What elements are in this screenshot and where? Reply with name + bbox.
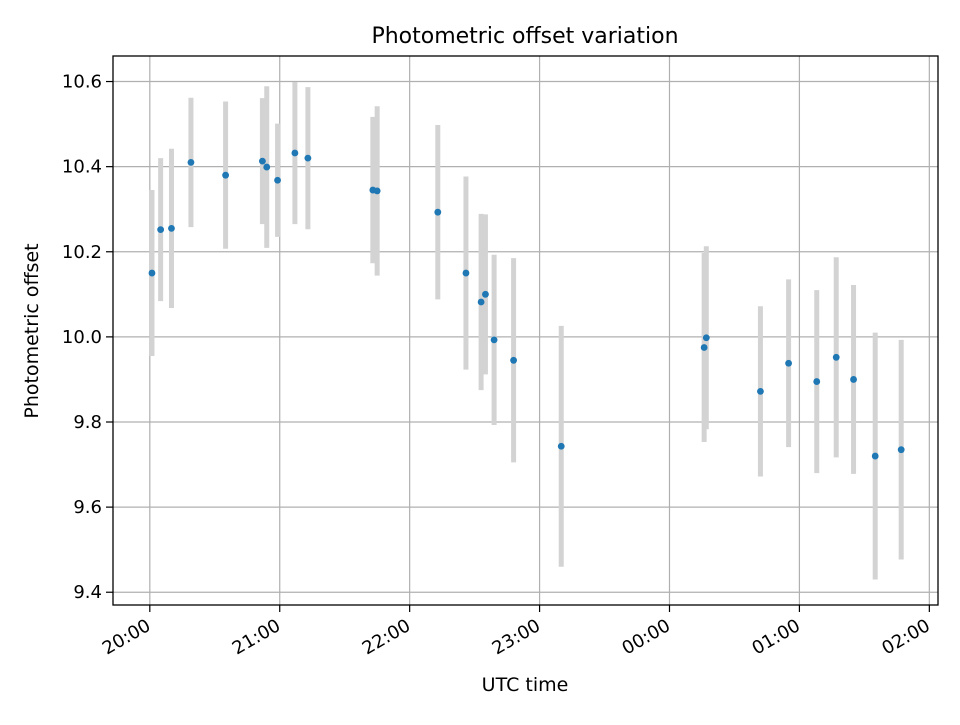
data-point bbox=[373, 187, 381, 195]
x-tick-label: 23:00 bbox=[489, 615, 544, 659]
data-point bbox=[263, 163, 271, 171]
data-point bbox=[871, 452, 879, 460]
x-tick-label: 21:00 bbox=[229, 615, 284, 659]
data-point bbox=[462, 269, 470, 277]
data-point bbox=[259, 157, 266, 165]
data-point bbox=[477, 298, 485, 306]
data-point bbox=[510, 356, 517, 364]
data-point bbox=[168, 224, 175, 232]
data-point bbox=[157, 226, 165, 234]
data-point bbox=[291, 149, 299, 157]
data-point bbox=[702, 334, 710, 342]
grid-lines bbox=[113, 56, 938, 605]
data-point bbox=[785, 359, 792, 367]
data-point bbox=[434, 208, 442, 216]
data-point bbox=[490, 336, 498, 344]
plot-area-frame bbox=[112, 55, 939, 606]
y-tick-label: 9.6 bbox=[73, 497, 102, 518]
data-point bbox=[274, 176, 281, 184]
data-point bbox=[557, 442, 565, 450]
y-tick-label: 9.4 bbox=[73, 582, 102, 603]
data-point bbox=[187, 158, 195, 166]
data-point bbox=[148, 269, 156, 277]
x-tick-label: 22:00 bbox=[359, 615, 414, 659]
y-tick-label: 10.2 bbox=[62, 242, 102, 263]
error-bars bbox=[149, 81, 904, 580]
data-point bbox=[700, 344, 708, 351]
data-point bbox=[304, 154, 312, 162]
data-point bbox=[897, 446, 905, 454]
data-point bbox=[757, 387, 764, 395]
x-tick-label: 02:00 bbox=[878, 615, 933, 659]
chart-title: Photometric offset variation bbox=[371, 24, 678, 49]
data-point bbox=[482, 290, 489, 298]
data-point bbox=[832, 353, 840, 361]
y-tick-label: 10.0 bbox=[62, 327, 102, 348]
y-axis-label: Photometric offset bbox=[21, 243, 43, 418]
y-tick-label: 9.8 bbox=[73, 412, 102, 433]
y-tick-label: 10.6 bbox=[62, 72, 102, 93]
y-tick-label: 10.4 bbox=[62, 157, 102, 178]
x-axis-label: UTC time bbox=[482, 674, 569, 696]
data-point bbox=[850, 376, 857, 383]
data-points bbox=[148, 149, 905, 460]
x-tick-label: 01:00 bbox=[748, 615, 803, 659]
data-point bbox=[222, 171, 229, 179]
data-point bbox=[813, 378, 821, 385]
x-tick-label: 20:00 bbox=[99, 615, 154, 659]
x-tick-label: 00:00 bbox=[619, 615, 674, 659]
